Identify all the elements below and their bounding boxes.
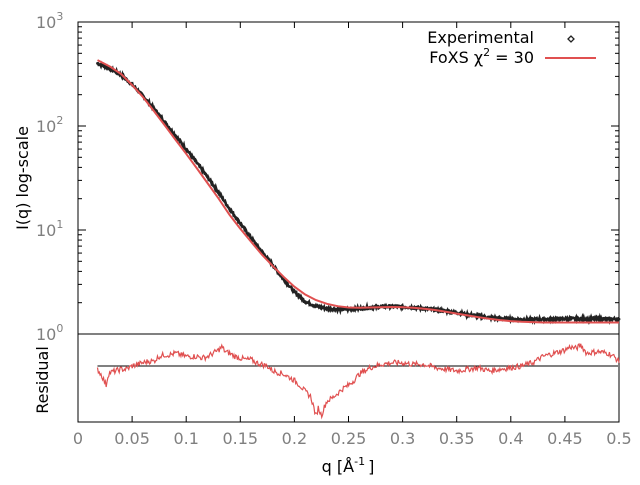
y-tick-label-exp: 3 (56, 10, 63, 23)
main-series (96, 59, 621, 326)
x-axis-label-main: q [Å (322, 457, 354, 476)
legend-label-experimental: Experimental (427, 28, 534, 47)
legend-label-fit: FoXS χ2 = 30 (429, 46, 534, 67)
y-tick-label: 101 (36, 218, 63, 240)
x-tick-label: 0.3 (390, 429, 415, 448)
y-tick-label-exp: 2 (56, 114, 63, 127)
experimental-points (96, 60, 621, 326)
y-tick-label-exp: 0 (56, 322, 63, 335)
legend: Experimental FoXS χ2 = 30 (427, 28, 596, 67)
y-tick-label-exp: 1 (56, 218, 63, 231)
x-tick-label: 0.2 (282, 429, 307, 448)
legend-marker-experimental (567, 35, 575, 43)
x-axis: 0 0.05 0.1 0.15 0.2 0.25 0.3 0.35 0.4 0.45 0.5 (73, 22, 632, 448)
y-tick-label-base: 10 (36, 13, 56, 32)
main-plot-frame (77, 21, 620, 335)
x-tick-label: 0.35 (439, 429, 475, 448)
x-axis-label-tail: ] (368, 457, 374, 476)
x-tick-label: 0.45 (547, 429, 583, 448)
x-axis-label-sup: -1 (354, 455, 365, 468)
y-tick-label-base: 10 (36, 221, 56, 240)
x-tick-label: 0.4 (498, 429, 523, 448)
y-tick-label-base: 10 (36, 325, 56, 344)
residual-panel: Residual (33, 333, 620, 423)
x-tick-label: 0 (73, 429, 83, 448)
x-tick-label: 0.1 (173, 429, 198, 448)
experimental-band (96, 60, 620, 326)
main-y-axis-label: I(q) log-scale (13, 126, 32, 230)
legend-label-fit-sup: 2 (483, 46, 490, 59)
y-tick-label: 102 (36, 114, 63, 136)
residual-series (96, 342, 620, 420)
residual-plot-frame (77, 333, 620, 423)
legend-label-fit-main: FoXS χ (429, 48, 483, 67)
y-tick-label-base: 10 (36, 117, 56, 136)
y-tick-label: 100 (36, 322, 63, 344)
fit-curve (97, 59, 619, 324)
x-tick-label: 0.5 (606, 429, 631, 448)
y-tick-label: 103 (36, 10, 63, 32)
residual-y-axis-label: Residual (33, 346, 52, 414)
x-axis-label: q [Å-1] (322, 455, 375, 476)
x-tick-label: 0.05 (114, 429, 150, 448)
residual-curve (96, 342, 620, 420)
legend-label-fit-tail: = 30 (490, 48, 534, 67)
x-tick-label: 0.15 (222, 429, 258, 448)
x-tick-label: 0.25 (331, 429, 367, 448)
